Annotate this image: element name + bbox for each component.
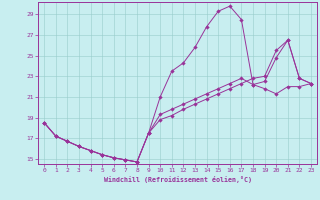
X-axis label: Windchill (Refroidissement éolien,°C): Windchill (Refroidissement éolien,°C): [104, 176, 252, 183]
